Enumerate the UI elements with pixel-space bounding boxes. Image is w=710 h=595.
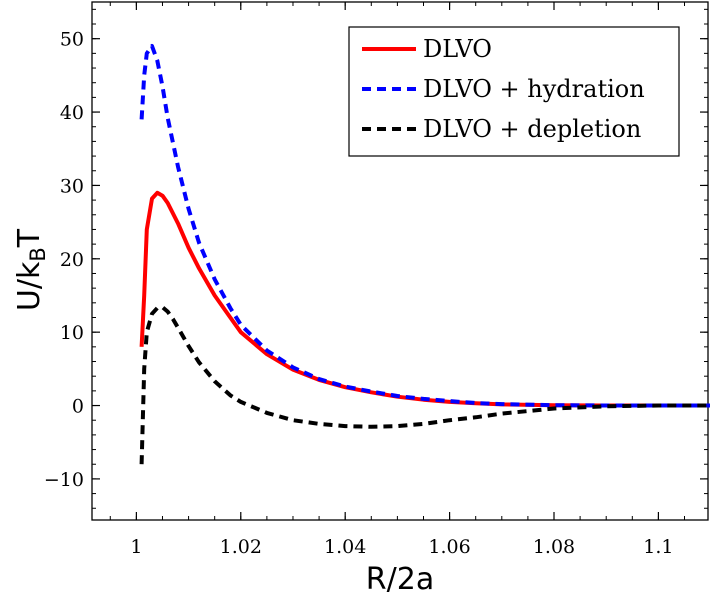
legend-items: DLVO DLVO + hydration DLVO + depletion	[362, 35, 645, 143]
y-tick-labels: −10 0 10 20 30 40 50	[44, 29, 84, 491]
y-axis-title-main: U/k	[12, 261, 47, 311]
legend: DLVO DLVO + hydration DLVO + depletion	[348, 26, 680, 157]
y-tick-label: 20	[60, 249, 84, 271]
y-tick-label: −10	[44, 469, 84, 491]
series-line-dlvo-depletion	[139, 305, 710, 465]
y-axis-title-sub: B	[26, 247, 50, 261]
x-tick-labels: 1 1.02 1.04 1.06 1.08 1.1	[130, 536, 673, 558]
y-axis-title-tail: T	[12, 228, 47, 248]
x-tick-label: 1	[130, 536, 142, 558]
x-axis-title: R/2a	[366, 562, 434, 595]
y-axis-title: U/kBT	[12, 228, 50, 311]
series-line-dlvo-hydration	[139, 44, 710, 408]
y-tick-label: 0	[72, 396, 84, 418]
x-tick-label: 1.1	[643, 536, 673, 558]
series-line-dlvo	[139, 190, 710, 408]
legend-label-dlvo-hydration: DLVO + hydration	[423, 75, 645, 103]
y-tick-label: 50	[60, 29, 84, 51]
y-tick-label: 30	[60, 175, 84, 197]
x-tick-label: 1.04	[324, 536, 366, 558]
x-tick-label: 1.02	[220, 536, 262, 558]
x-tick-label: 1.08	[533, 536, 575, 558]
x-tick-label: 1.06	[428, 536, 470, 558]
legend-label-dlvo-depletion: DLVO + depletion	[423, 115, 641, 143]
y-tick-label: 10	[60, 322, 84, 344]
plot-frame	[91, 1, 709, 521]
y-tick-label: 40	[60, 102, 84, 124]
series-lines	[139, 44, 710, 465]
legend-label-dlvo: DLVO	[423, 35, 492, 63]
